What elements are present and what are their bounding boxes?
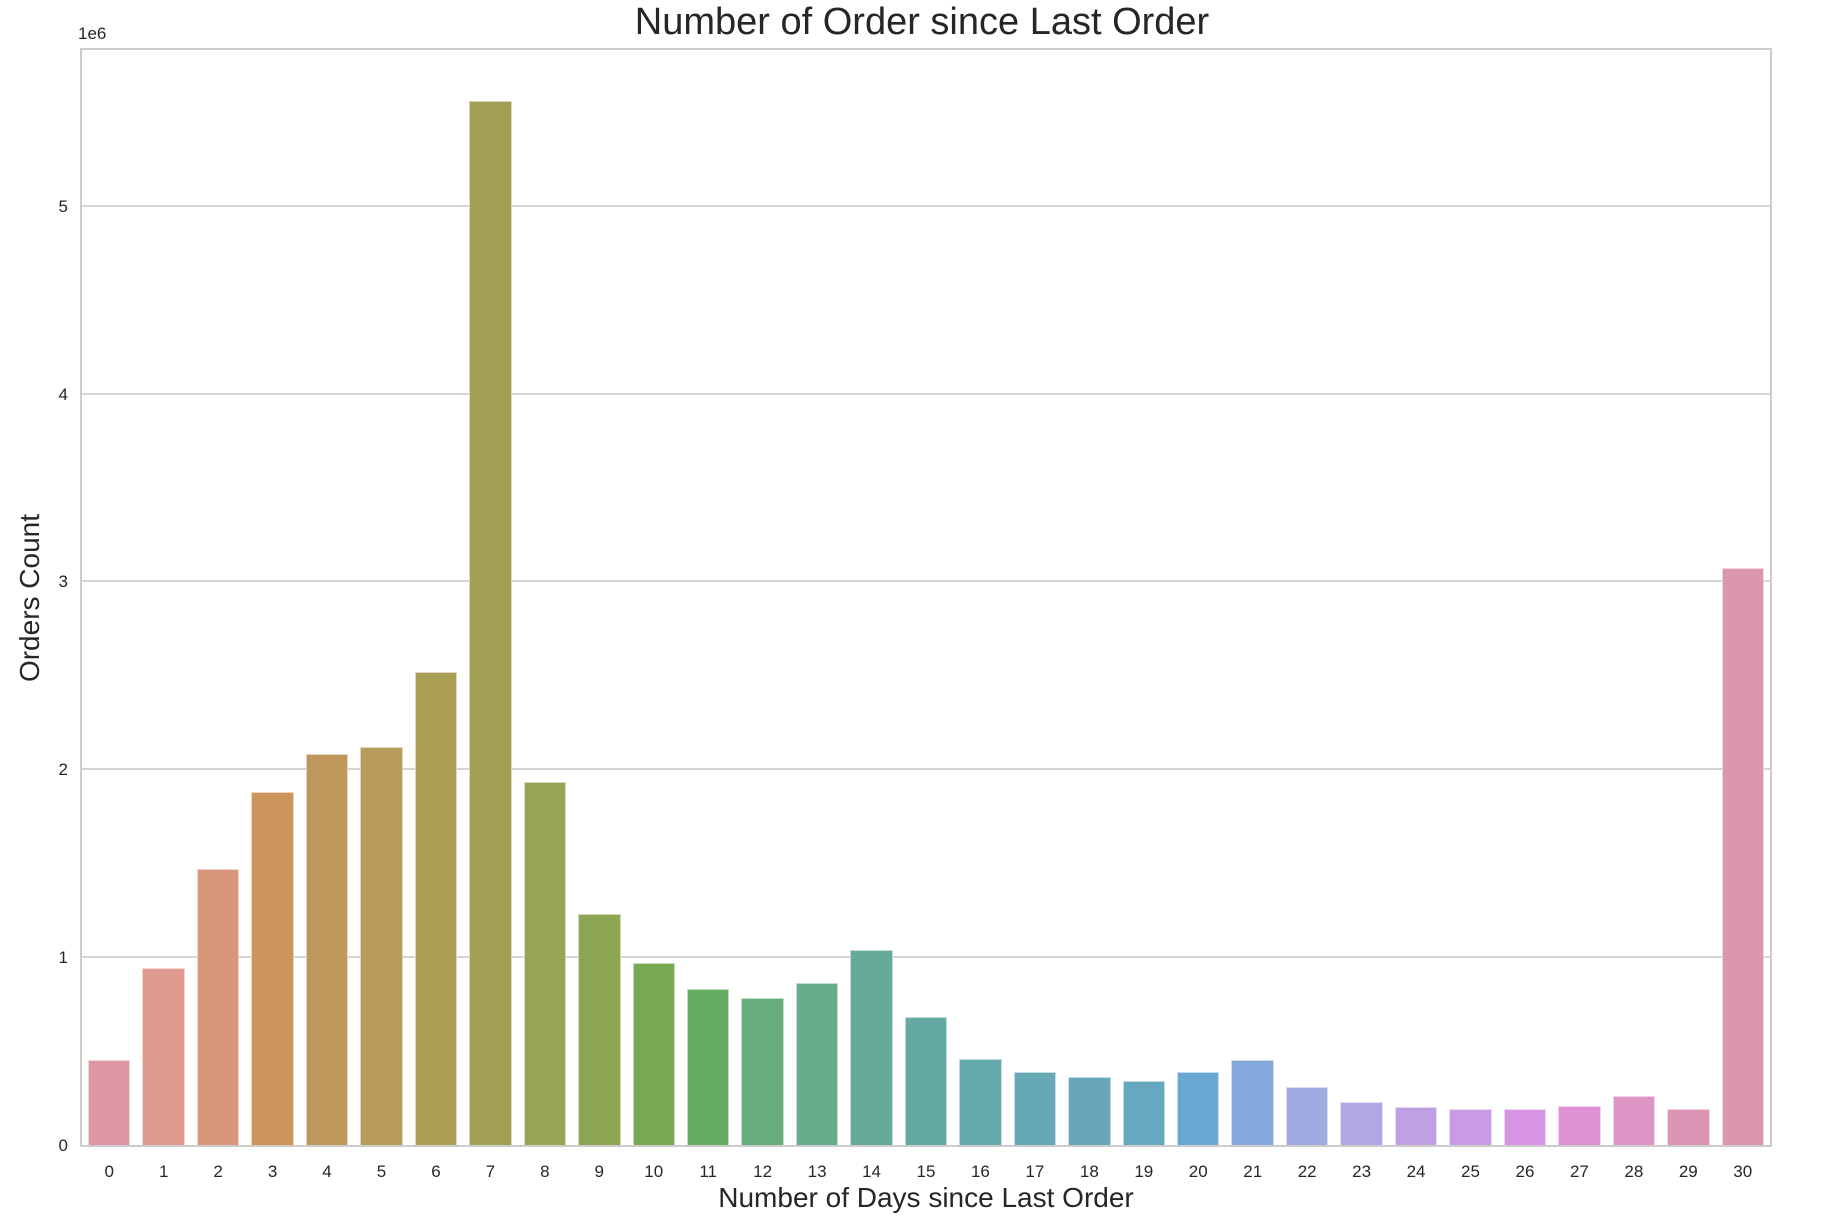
x-tick-label: 29 xyxy=(1678,1162,1698,1181)
bar-day-2 xyxy=(196,868,240,1145)
bar-day-8 xyxy=(523,782,567,1145)
bar-day-30 xyxy=(1721,568,1764,1145)
x-tick-label: 14 xyxy=(862,1162,881,1181)
bar-day-1 xyxy=(142,968,185,1145)
y-tick-label: 0 xyxy=(58,1136,68,1155)
x-tick-label: 3 xyxy=(267,1162,278,1181)
gridline xyxy=(82,204,1770,207)
x-tick-label: 13 xyxy=(807,1162,827,1181)
x-tick-label: 5 xyxy=(376,1162,387,1181)
x-tick-label: 16 xyxy=(970,1162,990,1181)
gridline xyxy=(82,956,1770,959)
x-tick-label: 2 xyxy=(213,1162,223,1181)
chart-title: Number of Order since Last Order xyxy=(634,1,1210,43)
bar-day-10 xyxy=(632,962,675,1145)
x-tick-label: 19 xyxy=(1134,1162,1154,1181)
x-tick-label: 8 xyxy=(540,1162,550,1181)
plot-area xyxy=(80,48,1772,1147)
x-axis-label: Number of Days since Last Order xyxy=(718,1182,1134,1213)
gridline xyxy=(82,580,1770,583)
bar-day-4 xyxy=(305,754,349,1145)
bar-day-3 xyxy=(251,791,294,1145)
x-tick-label: 15 xyxy=(916,1162,936,1181)
x-tick-label: 17 xyxy=(1025,1162,1045,1181)
x-tick-label: 12 xyxy=(753,1162,773,1181)
x-tick-label: 11 xyxy=(699,1162,718,1181)
x-tick-label: 18 xyxy=(1079,1162,1099,1181)
bar-day-12 xyxy=(741,998,784,1145)
gridline xyxy=(82,768,1770,771)
bar-day-9 xyxy=(578,913,621,1145)
x-tick-label: 28 xyxy=(1624,1162,1644,1181)
bar-day-0 xyxy=(87,1060,131,1145)
x-tick-label: 9 xyxy=(594,1162,605,1181)
bar-day-15 xyxy=(904,1017,948,1145)
bar-day-26 xyxy=(1503,1109,1547,1145)
bar-day-23 xyxy=(1340,1101,1383,1145)
bar-day-6 xyxy=(414,671,458,1145)
bar-day-7 xyxy=(469,100,512,1145)
bar-day-28 xyxy=(1612,1096,1656,1145)
x-tick-label: 6 xyxy=(431,1162,441,1181)
bar-day-18 xyxy=(1068,1077,1111,1145)
x-tick-label: 23 xyxy=(1352,1162,1372,1181)
x-tick-label: 25 xyxy=(1461,1162,1480,1181)
x-tick-label: 20 xyxy=(1188,1162,1208,1181)
x-tick-label: 21 xyxy=(1243,1162,1263,1181)
gridline xyxy=(82,392,1770,395)
bar-day-21 xyxy=(1231,1060,1274,1145)
x-tick-label: 26 xyxy=(1515,1162,1535,1181)
y-tick-label: 2 xyxy=(58,760,68,780)
y-axis-label: Orders Count xyxy=(14,513,45,683)
bar-day-11 xyxy=(686,989,730,1145)
x-tick-label: 7 xyxy=(485,1162,496,1181)
bar-day-25 xyxy=(1449,1109,1492,1145)
x-tick-label: 27 xyxy=(1569,1162,1589,1181)
bar-day-20 xyxy=(1177,1071,1220,1145)
bar-day-17 xyxy=(1013,1071,1057,1145)
bar-day-22 xyxy=(1285,1086,1329,1145)
y-tick-label: 5 xyxy=(58,196,68,216)
y-tick-label: 4 xyxy=(58,384,68,404)
bar-day-14 xyxy=(850,949,893,1145)
x-tick-label: 1 xyxy=(158,1162,169,1181)
x-tick-label: 0 xyxy=(104,1162,114,1181)
bar-day-19 xyxy=(1122,1081,1166,1145)
bar-day-29 xyxy=(1667,1109,1710,1145)
y-tick-label: 3 xyxy=(58,572,68,592)
x-tick-label: 24 xyxy=(1406,1162,1426,1181)
bar-day-16 xyxy=(959,1058,1002,1145)
x-tick-label: 22 xyxy=(1297,1162,1317,1181)
bar-day-24 xyxy=(1394,1107,1438,1145)
x-tick-label: 30 xyxy=(1733,1162,1753,1181)
x-tick-label: 4 xyxy=(322,1162,332,1181)
bar-day-13 xyxy=(795,983,839,1145)
y-tick-label: 1 xyxy=(58,948,68,968)
bar-day-5 xyxy=(360,746,403,1145)
x-tick-label: 10 xyxy=(644,1162,664,1181)
bar-day-27 xyxy=(1558,1105,1601,1145)
y-axis-offset-label: 1e6 xyxy=(78,24,107,43)
